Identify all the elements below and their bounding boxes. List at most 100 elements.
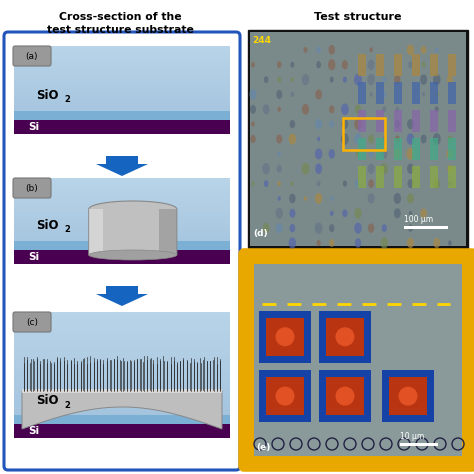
Bar bbox=[14, 119, 230, 122]
Ellipse shape bbox=[407, 148, 414, 160]
Ellipse shape bbox=[329, 105, 335, 113]
Bar bbox=[14, 434, 230, 438]
Bar bbox=[343, 118, 385, 150]
Bar bbox=[430, 54, 438, 76]
Bar bbox=[14, 250, 230, 253]
Bar bbox=[14, 358, 230, 363]
Bar bbox=[22, 389, 222, 393]
Text: 2: 2 bbox=[64, 94, 70, 103]
Ellipse shape bbox=[394, 148, 401, 159]
Bar bbox=[14, 415, 230, 424]
Bar bbox=[389, 377, 427, 415]
Bar bbox=[250, 32, 466, 246]
Bar bbox=[14, 73, 230, 75]
Bar bbox=[430, 138, 438, 160]
Bar bbox=[14, 417, 230, 421]
Ellipse shape bbox=[422, 92, 425, 97]
Ellipse shape bbox=[330, 77, 334, 82]
Bar bbox=[14, 93, 230, 96]
Bar bbox=[14, 409, 230, 413]
Ellipse shape bbox=[336, 327, 355, 346]
Bar bbox=[14, 232, 230, 235]
Ellipse shape bbox=[448, 181, 452, 187]
Ellipse shape bbox=[317, 240, 321, 246]
Ellipse shape bbox=[330, 196, 333, 201]
Polygon shape bbox=[96, 286, 148, 306]
Ellipse shape bbox=[367, 59, 374, 70]
Bar bbox=[448, 110, 456, 132]
Ellipse shape bbox=[421, 46, 426, 54]
Bar bbox=[14, 58, 230, 61]
Bar bbox=[14, 108, 230, 110]
Ellipse shape bbox=[367, 74, 375, 85]
Bar bbox=[14, 184, 230, 187]
Ellipse shape bbox=[328, 59, 336, 70]
Ellipse shape bbox=[394, 75, 401, 84]
Text: (c): (c) bbox=[26, 318, 38, 327]
Ellipse shape bbox=[368, 179, 374, 188]
Ellipse shape bbox=[264, 76, 268, 83]
Bar bbox=[14, 375, 230, 379]
Bar bbox=[14, 96, 230, 99]
Bar bbox=[14, 241, 230, 244]
Bar bbox=[412, 166, 420, 188]
Ellipse shape bbox=[354, 118, 362, 130]
Ellipse shape bbox=[328, 149, 335, 159]
Bar bbox=[254, 264, 462, 456]
Bar bbox=[14, 111, 230, 120]
Bar bbox=[14, 204, 230, 207]
Ellipse shape bbox=[356, 151, 360, 157]
Ellipse shape bbox=[355, 208, 362, 219]
Bar bbox=[14, 128, 230, 131]
Ellipse shape bbox=[252, 182, 255, 186]
Ellipse shape bbox=[289, 193, 296, 203]
Bar bbox=[14, 383, 230, 388]
Bar bbox=[14, 64, 230, 66]
Bar bbox=[376, 54, 384, 76]
Bar bbox=[14, 198, 230, 201]
Bar bbox=[14, 316, 230, 320]
Bar bbox=[14, 113, 230, 117]
Ellipse shape bbox=[250, 135, 256, 143]
Bar bbox=[259, 370, 311, 422]
Bar bbox=[14, 354, 230, 358]
Text: 2: 2 bbox=[64, 401, 70, 410]
Bar bbox=[412, 138, 420, 160]
Polygon shape bbox=[89, 201, 177, 255]
Ellipse shape bbox=[315, 222, 322, 234]
Text: 100 μm: 100 μm bbox=[404, 215, 433, 224]
Ellipse shape bbox=[275, 387, 294, 406]
Ellipse shape bbox=[408, 224, 413, 232]
Bar bbox=[358, 138, 366, 160]
Bar bbox=[14, 371, 230, 375]
Ellipse shape bbox=[368, 193, 374, 204]
Ellipse shape bbox=[368, 164, 374, 174]
Bar bbox=[319, 370, 371, 422]
Ellipse shape bbox=[447, 75, 453, 84]
Bar bbox=[14, 105, 230, 108]
Ellipse shape bbox=[263, 104, 270, 114]
Ellipse shape bbox=[302, 104, 309, 115]
Ellipse shape bbox=[289, 209, 295, 218]
Ellipse shape bbox=[370, 92, 373, 97]
Ellipse shape bbox=[407, 133, 414, 145]
Ellipse shape bbox=[447, 165, 453, 173]
Bar bbox=[14, 363, 230, 366]
Bar bbox=[14, 201, 230, 204]
Ellipse shape bbox=[301, 163, 310, 175]
Ellipse shape bbox=[317, 46, 321, 53]
Ellipse shape bbox=[368, 223, 374, 233]
Text: SiO: SiO bbox=[36, 219, 58, 231]
Text: SiO: SiO bbox=[36, 394, 58, 408]
Bar bbox=[14, 187, 230, 190]
Ellipse shape bbox=[315, 193, 322, 204]
Bar bbox=[14, 224, 230, 227]
Bar bbox=[394, 54, 402, 76]
Ellipse shape bbox=[277, 61, 282, 68]
Ellipse shape bbox=[383, 137, 386, 141]
Ellipse shape bbox=[383, 77, 386, 82]
Bar bbox=[14, 212, 230, 215]
Bar bbox=[14, 346, 230, 350]
Bar bbox=[14, 218, 230, 221]
Ellipse shape bbox=[395, 107, 399, 112]
